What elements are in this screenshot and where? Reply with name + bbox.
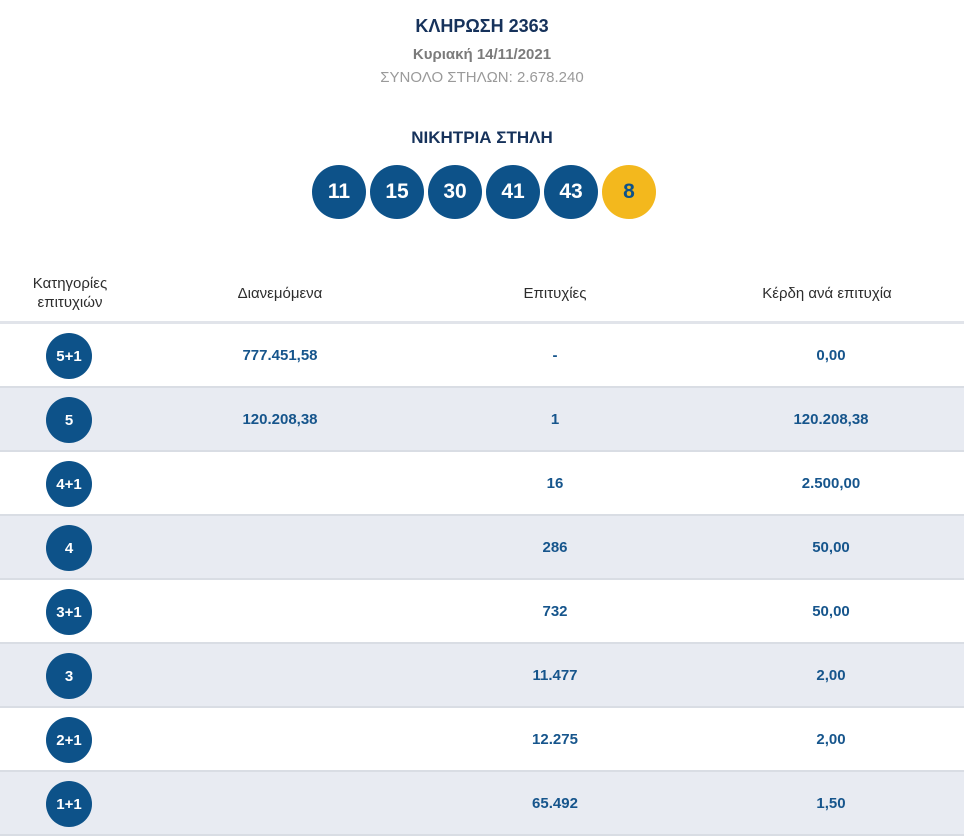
total-columns: ΣΥΝΟΛΟ ΣΤΗΛΩΝ: 2.678.240 — [380, 69, 584, 86]
winners-value: 732 — [542, 602, 568, 620]
distributed-value — [140, 516, 420, 578]
winners-value: 65.492 — [532, 794, 578, 812]
table-row: 3+1 732 50,00 — [0, 580, 964, 644]
category-badge: 5 — [46, 397, 92, 443]
table-row: 5 120.208,38 1 120.208,38 — [0, 388, 964, 452]
distributed-value — [140, 708, 420, 770]
winning-column-title: ΝΙΚΗΤΡΙΑ ΣΤΗΛΗ — [411, 128, 553, 147]
winners-value: 286 — [542, 538, 568, 556]
prize-value: 0,00 — [816, 346, 846, 364]
header-prize: Κέρδη ανά επιτυχία — [762, 284, 892, 302]
prize-value: 2,00 — [816, 730, 846, 748]
draw-title: ΚΛΗΡΩΣΗ 2363 — [415, 16, 549, 36]
category-badge: 3 — [46, 653, 92, 699]
category-badge: 3+1 — [46, 589, 92, 635]
distributed-value — [140, 452, 420, 514]
prize-table: Κατηγορίες επιτυχιών Διανεμόμενα Επιτυχί… — [0, 262, 964, 836]
winners-value: - — [552, 346, 558, 364]
table-row: 5+1 777.451,58 - 0,00 — [0, 324, 964, 388]
header-distributed: Διανεμόμενα — [237, 284, 323, 302]
table-row: 3 11.477 2,00 — [0, 644, 964, 708]
table-header: Κατηγορίες επιτυχιών Διανεμόμενα Επιτυχί… — [0, 262, 964, 324]
prize-value: 120.208,38 — [793, 410, 869, 428]
prize-value: 1,50 — [816, 794, 846, 812]
table-row: 4 286 50,00 — [0, 516, 964, 580]
winning-numbers: 11 15 30 41 43 8 — [312, 165, 656, 219]
category-badge: 4 — [46, 525, 92, 571]
header-category: Κατηγορίες επιτυχιών — [32, 275, 108, 311]
winning-ball: 30 — [428, 165, 482, 219]
category-badge: 5+1 — [46, 333, 92, 379]
distributed-value: 120.208,38 — [242, 410, 318, 428]
category-badge: 1+1 — [46, 781, 92, 827]
category-badge: 4+1 — [46, 461, 92, 507]
winning-ball: 15 — [370, 165, 424, 219]
winning-ball: 43 — [544, 165, 598, 219]
table-row: 1+1 65.492 1,50 — [0, 772, 964, 836]
draw-date: Κυριακή 14/11/2021 — [412, 46, 552, 63]
winners-value: 12.275 — [532, 730, 578, 748]
winning-ball: 11 — [312, 165, 366, 219]
winners-value: 1 — [550, 410, 560, 428]
prize-value: 2,00 — [816, 666, 846, 684]
bonus-ball: 8 — [602, 165, 656, 219]
distributed-value: 777.451,58 — [242, 346, 318, 364]
table-row: 4+1 16 2.500,00 — [0, 452, 964, 516]
distributed-value — [140, 772, 420, 834]
winners-value: 16 — [546, 474, 564, 492]
prize-value: 50,00 — [812, 602, 850, 620]
header-winners: Επιτυχίες — [523, 284, 587, 302]
distributed-value — [140, 644, 420, 706]
category-badge: 2+1 — [46, 717, 92, 763]
winners-value: 11.477 — [532, 666, 578, 684]
table-row: 2+1 12.275 2,00 — [0, 708, 964, 772]
prize-value: 2.500,00 — [801, 474, 861, 492]
winning-ball: 41 — [486, 165, 540, 219]
prize-value: 50,00 — [812, 538, 850, 556]
draw-header: ΚΛΗΡΩΣΗ 2363 Κυριακή 14/11/2021 ΣΥΝΟΛΟ Σ… — [0, 0, 964, 120]
distributed-value — [140, 580, 420, 642]
